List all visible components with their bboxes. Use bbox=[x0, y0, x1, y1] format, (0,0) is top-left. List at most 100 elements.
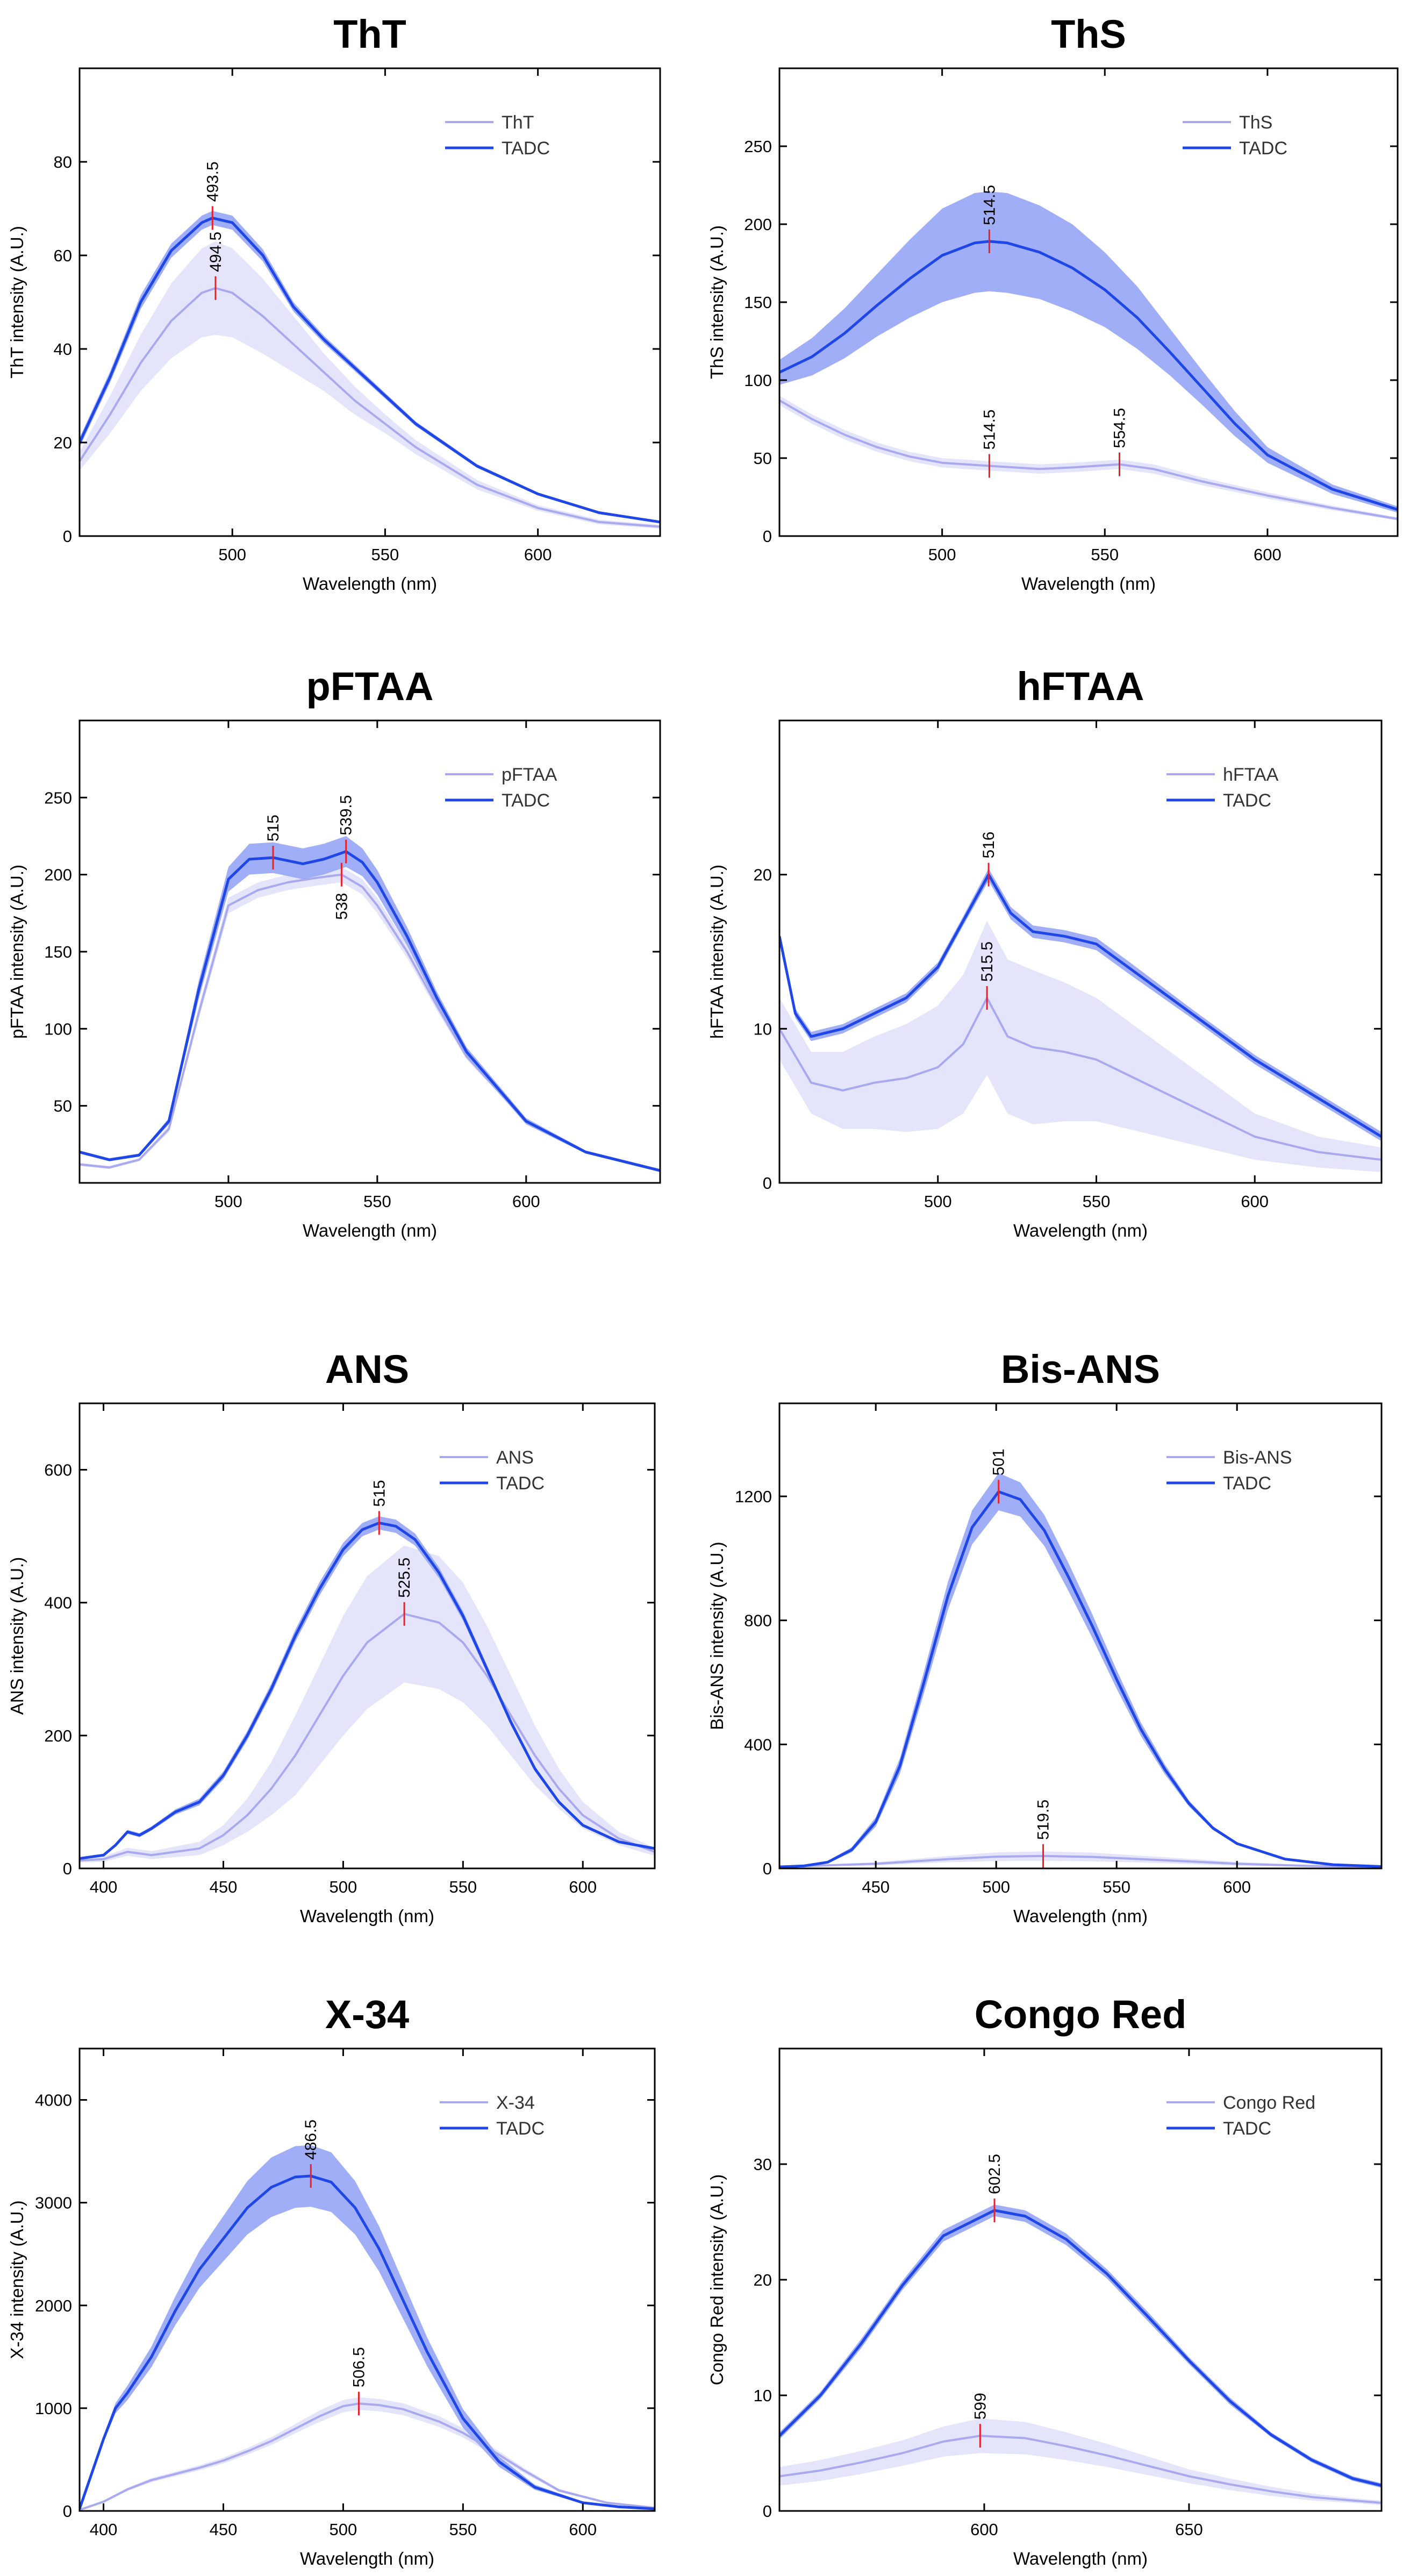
y-tick-label: 20 bbox=[54, 433, 72, 452]
panel-ths: ThS 514.5 554.5 514.5 500 550 600 0 50 100 150 200 2… bbox=[707, 12, 1399, 594]
legend-entry: ThT bbox=[502, 112, 534, 133]
x-tick-label: 450 bbox=[210, 1878, 238, 1896]
y-tick-label: 600 bbox=[44, 1461, 72, 1480]
peak-label: 554.5 bbox=[1111, 408, 1129, 448]
plot-area bbox=[779, 868, 1382, 1172]
y-axis-label: Congo Red intensity (A.U.) bbox=[707, 2174, 727, 2386]
legend: ThS TADC bbox=[1183, 112, 1287, 159]
x-tick-label: 550 bbox=[1091, 545, 1119, 564]
y-tick-label: 60 bbox=[54, 246, 72, 265]
y-axis-label: Bis-ANS intensity (A.U.) bbox=[707, 1542, 727, 1730]
series-band-tadc bbox=[779, 868, 1382, 1141]
x-tick-label: 550 bbox=[449, 1878, 477, 1896]
series-line-tadc bbox=[80, 1521, 655, 1860]
y-tick-label: 0 bbox=[763, 1174, 772, 1193]
plot-frame bbox=[78, 2047, 656, 2512]
peak-label: 525.5 bbox=[396, 1558, 413, 1598]
series-line-hftaa bbox=[779, 997, 1382, 1161]
panel-tht: ThT 494.5 493.5 500 550 600 0 20 40 60 80 Wavelengt… bbox=[7, 12, 661, 594]
x-tick-label: 550 bbox=[1083, 1192, 1111, 1211]
y-axis-label: X-34 intensity (A.U.) bbox=[7, 2200, 27, 2359]
x-axis-label: Wavelength (nm) bbox=[1013, 2549, 1148, 2568]
x-tick-label: 400 bbox=[90, 1878, 118, 1896]
x-tick-label: 550 bbox=[449, 2520, 477, 2539]
peak-label: 602.5 bbox=[986, 2154, 1004, 2194]
y-tick-label: 40 bbox=[54, 340, 72, 359]
legend-entry: TADC bbox=[1223, 2118, 1271, 2139]
y-tick-label: 4000 bbox=[35, 2091, 72, 2110]
plot-frame bbox=[778, 719, 1383, 1184]
series-line-tadc bbox=[779, 2209, 1382, 2487]
y-tick-label: 250 bbox=[44, 788, 72, 807]
y-tick-label: 100 bbox=[744, 371, 772, 390]
x-axis-label: Wavelength (nm) bbox=[1013, 1221, 1148, 1240]
legend-entry: TADC bbox=[1223, 790, 1271, 811]
x-axis-label: Wavelength (nm) bbox=[300, 2549, 434, 2568]
y-tick-label: 30 bbox=[754, 2155, 772, 2174]
series-band-pftaa bbox=[80, 867, 660, 1172]
legend: pFTAA TADC bbox=[445, 765, 557, 811]
peak-label: 538 bbox=[333, 893, 350, 920]
y-tick-label: 80 bbox=[54, 153, 72, 172]
plot-area bbox=[80, 1516, 655, 1863]
chart-title: ThT bbox=[333, 12, 406, 56]
legend-entry: TADC bbox=[1223, 1473, 1271, 1494]
series-line-tadc bbox=[80, 2174, 655, 2510]
series-band-tadc bbox=[80, 2145, 655, 2510]
plot-frame bbox=[78, 1402, 656, 1869]
y-tick-label: 0 bbox=[63, 2502, 72, 2521]
x-axis-label: Wavelength (nm) bbox=[300, 1906, 434, 1926]
peak-label: 599 bbox=[971, 2393, 989, 2420]
series-line-tadc bbox=[779, 873, 1382, 1138]
x-axis-label: Wavelength (nm) bbox=[1013, 1906, 1148, 1926]
y-tick-label: 1000 bbox=[35, 2399, 72, 2418]
y-axis-label: ThT intensity (A.U.) bbox=[7, 226, 27, 379]
legend-entry: ANS bbox=[496, 1447, 534, 1468]
series-band-tadc bbox=[80, 836, 660, 1172]
plot-area bbox=[779, 1473, 1382, 1868]
y-tick-label: 10 bbox=[754, 1019, 772, 1038]
series-line-tadc bbox=[779, 240, 1398, 511]
chart-title: pFTAA bbox=[306, 664, 434, 709]
chart-title: X-34 bbox=[325, 1992, 409, 2037]
y-tick-label: 200 bbox=[744, 215, 772, 234]
x-tick-label: 450 bbox=[862, 1878, 890, 1896]
y-tick-label: 3000 bbox=[35, 2194, 72, 2213]
legend-entry: hFTAA bbox=[1223, 765, 1279, 785]
y-tick-label: 400 bbox=[744, 1735, 772, 1754]
peak-label: 514.5 bbox=[980, 185, 998, 225]
y-tick-label: 50 bbox=[54, 1097, 72, 1116]
panel-x-34: X-34 506.5 486.5 400 450 500 550 600 0 1000 2000 30… bbox=[7, 1992, 656, 2568]
y-tick-label: 0 bbox=[763, 527, 772, 546]
plot-area bbox=[779, 191, 1398, 520]
legend-entry: Bis-ANS bbox=[1223, 1447, 1292, 1468]
y-axis-label: ANS intensity (A.U.) bbox=[7, 1557, 27, 1715]
y-axis-label: hFTAA intensity (A.U.) bbox=[707, 865, 727, 1039]
x-axis-label: Wavelength (nm) bbox=[303, 1221, 437, 1240]
x-tick-label: 500 bbox=[982, 1878, 1010, 1896]
peak-label: 494.5 bbox=[207, 232, 225, 272]
chart-title: ANS bbox=[325, 1347, 409, 1392]
x-tick-label: 650 bbox=[1175, 2520, 1203, 2539]
x-tick-label: 500 bbox=[928, 545, 956, 564]
plot-area bbox=[80, 211, 660, 529]
y-tick-label: 50 bbox=[754, 449, 772, 468]
series-line-congo-red bbox=[779, 2435, 1382, 2504]
x-tick-label: 600 bbox=[1241, 1192, 1269, 1211]
y-tick-label: 800 bbox=[744, 1611, 772, 1630]
series-band-tadc bbox=[779, 1473, 1382, 1867]
plot-area bbox=[779, 2204, 1382, 2506]
panel-congo-red: Congo Red 599 602.5 600 650 0 10 20 30 Wavelength… bbox=[707, 1992, 1383, 2568]
legend: ThT TADC bbox=[445, 112, 550, 159]
peak-label: 493.5 bbox=[204, 161, 221, 202]
legend-entry: TADC bbox=[502, 138, 550, 159]
x-tick-label: 600 bbox=[1223, 1878, 1251, 1896]
peak-label: 514.5 bbox=[980, 409, 998, 449]
series-line-tht bbox=[80, 287, 660, 528]
x-tick-label: 450 bbox=[210, 2520, 238, 2539]
y-tick-label: 200 bbox=[44, 866, 72, 884]
y-tick-label: 400 bbox=[44, 1594, 72, 1612]
series-line-ans bbox=[80, 1612, 655, 1862]
legend-entry: ThS bbox=[1239, 112, 1272, 133]
legend-entry: TADC bbox=[502, 790, 550, 811]
